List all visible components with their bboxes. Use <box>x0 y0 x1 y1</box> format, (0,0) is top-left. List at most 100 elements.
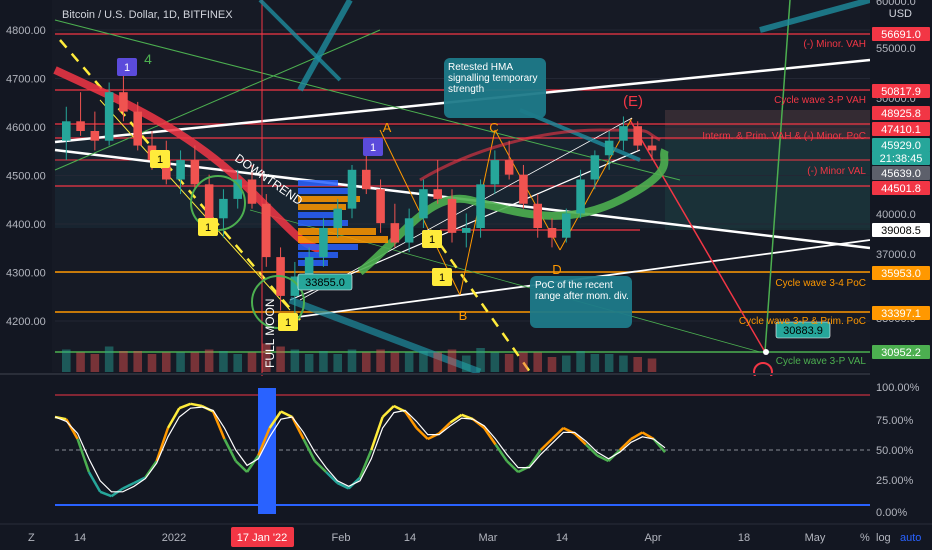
oscillator-segment <box>494 443 508 462</box>
x-axis-tick: Feb <box>332 532 351 544</box>
oscillator-segment <box>291 416 305 440</box>
volume-bar <box>447 349 457 372</box>
oscillator-segment <box>336 481 350 490</box>
left-axis-tick: 4400.00 <box>6 219 46 231</box>
candle <box>404 208 414 253</box>
wave-label: 1 <box>370 142 376 154</box>
oscillator-segment <box>449 413 463 424</box>
oscillator-segment <box>438 421 452 435</box>
volume-bar <box>433 352 442 372</box>
volume-bar <box>604 354 614 372</box>
volume-bar <box>133 351 142 372</box>
price-badge: 30952.2 <box>881 347 921 359</box>
callout-poc: PoC of the recent range after mom. div. <box>530 276 632 328</box>
oscillator-segment <box>551 427 565 440</box>
oscillator-segment <box>223 438 237 462</box>
oscillator-segment <box>381 405 395 418</box>
auto-toggle[interactable]: auto <box>900 532 921 544</box>
oscillator-segment <box>483 427 497 446</box>
right-axis-tick: 40000.0 <box>876 209 916 221</box>
x-axis-tick: 18 <box>738 532 750 544</box>
candle <box>476 179 485 238</box>
oscillator-signal-line <box>54 406 666 493</box>
price-badge-bg <box>872 27 930 41</box>
price-badge-bg <box>872 84 930 98</box>
osc-axis-tick: 75.00% <box>876 415 914 427</box>
right-axis-tick: 60000.0 <box>876 0 916 8</box>
volume-bar <box>90 354 100 372</box>
x-axis-tick: 2022 <box>162 532 186 544</box>
callout-hma-text: Retested HMA signalling temporary streng… <box>448 62 538 95</box>
price-badge: 56691.0 <box>881 29 921 41</box>
candle <box>562 208 571 243</box>
candlesticks <box>62 72 657 316</box>
level-label: Cycle wave 3-4 PoC <box>775 278 866 289</box>
volume-bars <box>62 343 657 372</box>
oscillator-segment <box>325 471 339 484</box>
oscillator-segment <box>257 427 271 456</box>
price-badge-bg <box>872 306 930 320</box>
callout-poc-text: PoC of the recent range after mom. div. <box>535 280 629 302</box>
volume-bar <box>376 349 385 372</box>
level-label: Interm. & Prim. VAH & (-) Minor. PoC <box>702 131 866 142</box>
x-axis-tick: 14 <box>404 532 416 544</box>
level-label: (-) Minor VAL <box>807 166 866 177</box>
price-badge: 44501.8 <box>881 183 921 195</box>
oscillator-segment <box>358 449 373 478</box>
wave-label: 1 <box>429 234 435 246</box>
candle <box>347 164 357 219</box>
log-toggle[interactable]: log <box>876 532 891 544</box>
candle <box>319 218 328 267</box>
value-tag: 33855.0 <box>305 277 345 289</box>
price-badge-bg <box>872 223 930 237</box>
volume-bar <box>476 348 485 372</box>
candle <box>190 145 200 190</box>
volume-bar <box>490 352 500 372</box>
oscillator-segment <box>122 481 135 490</box>
osc-axis-tick: 100.00% <box>876 382 920 394</box>
volume-bar <box>362 352 371 372</box>
wave-label: A <box>383 120 392 135</box>
oscillator-segment <box>144 460 158 479</box>
wave-label: 1 <box>157 154 163 166</box>
volume-bar <box>304 354 314 372</box>
oscillator-segment <box>505 460 520 473</box>
volume-bar <box>504 354 514 372</box>
osc-axis-tick: 0.00% <box>876 507 907 519</box>
wave-label: 1 <box>285 317 291 329</box>
volume-bar <box>390 352 400 372</box>
percent-toggle[interactable]: % <box>860 532 870 544</box>
oscillator-segment <box>234 460 248 473</box>
right-axis-tick: 55000.0 <box>876 43 916 55</box>
price-badge-bg <box>872 122 930 136</box>
wave-label: 4 <box>144 51 152 67</box>
x-axis-tick: Apr <box>644 532 661 544</box>
price-badge-bg <box>872 138 930 152</box>
candle <box>333 198 342 238</box>
oscillator-segment <box>596 454 610 463</box>
candle <box>90 111 100 151</box>
volume-bar <box>190 352 200 372</box>
price-badge-bg <box>872 345 930 359</box>
oscillator-segment <box>528 449 542 468</box>
volume-bar <box>562 355 571 372</box>
candle <box>519 164 528 209</box>
value-tag: 30883.9 <box>783 325 823 337</box>
volume-bar <box>219 351 228 372</box>
candle <box>604 131 614 170</box>
zoom-icon[interactable]: Z <box>28 532 35 544</box>
x-axis-tick: 14 <box>74 532 86 544</box>
volume-bar <box>204 349 214 372</box>
price-badge: 47410.1 <box>881 124 921 136</box>
wave-label: C <box>489 120 498 135</box>
candle <box>633 121 642 151</box>
oscillator-segment <box>618 438 632 451</box>
oscillator-segment <box>99 490 112 498</box>
volume-bar <box>647 358 657 372</box>
candle <box>176 150 185 195</box>
candle <box>462 213 471 248</box>
volume-bar <box>62 349 71 372</box>
oscillator-segment <box>585 443 599 457</box>
